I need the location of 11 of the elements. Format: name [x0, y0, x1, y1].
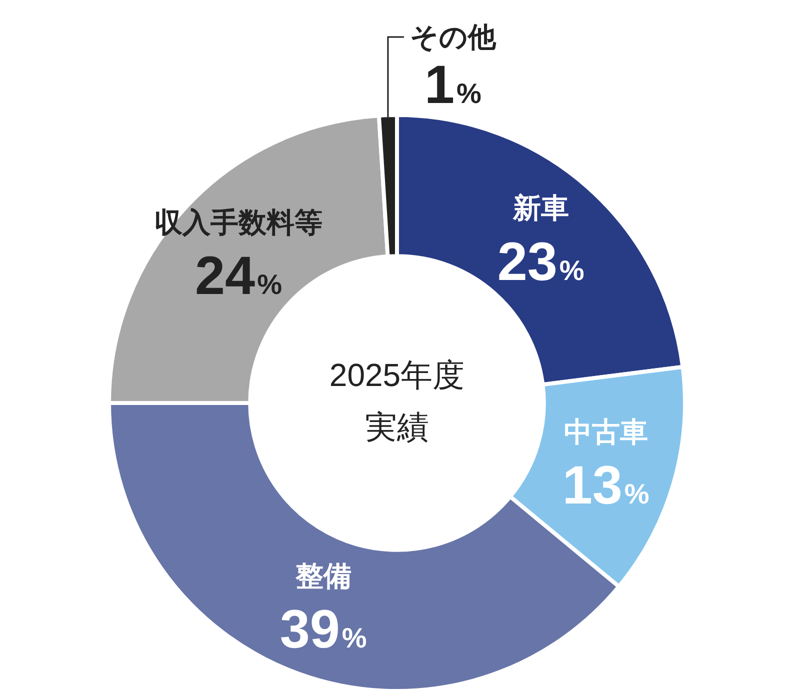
data-label: 23%: [497, 232, 584, 292]
slice-label: 収入手数料等: [154, 206, 322, 238]
data-label: 24%: [195, 246, 282, 306]
slice-label: その他: [410, 22, 497, 53]
slice-label: 新車: [512, 192, 569, 224]
slice-label: 整備: [294, 560, 352, 592]
data-label: 1%: [424, 55, 482, 115]
slice-label: 中古車: [564, 416, 648, 448]
data-label: 39%: [280, 600, 367, 660]
data-label: 13%: [562, 456, 650, 516]
text: 2025年度実績: [329, 356, 465, 445]
